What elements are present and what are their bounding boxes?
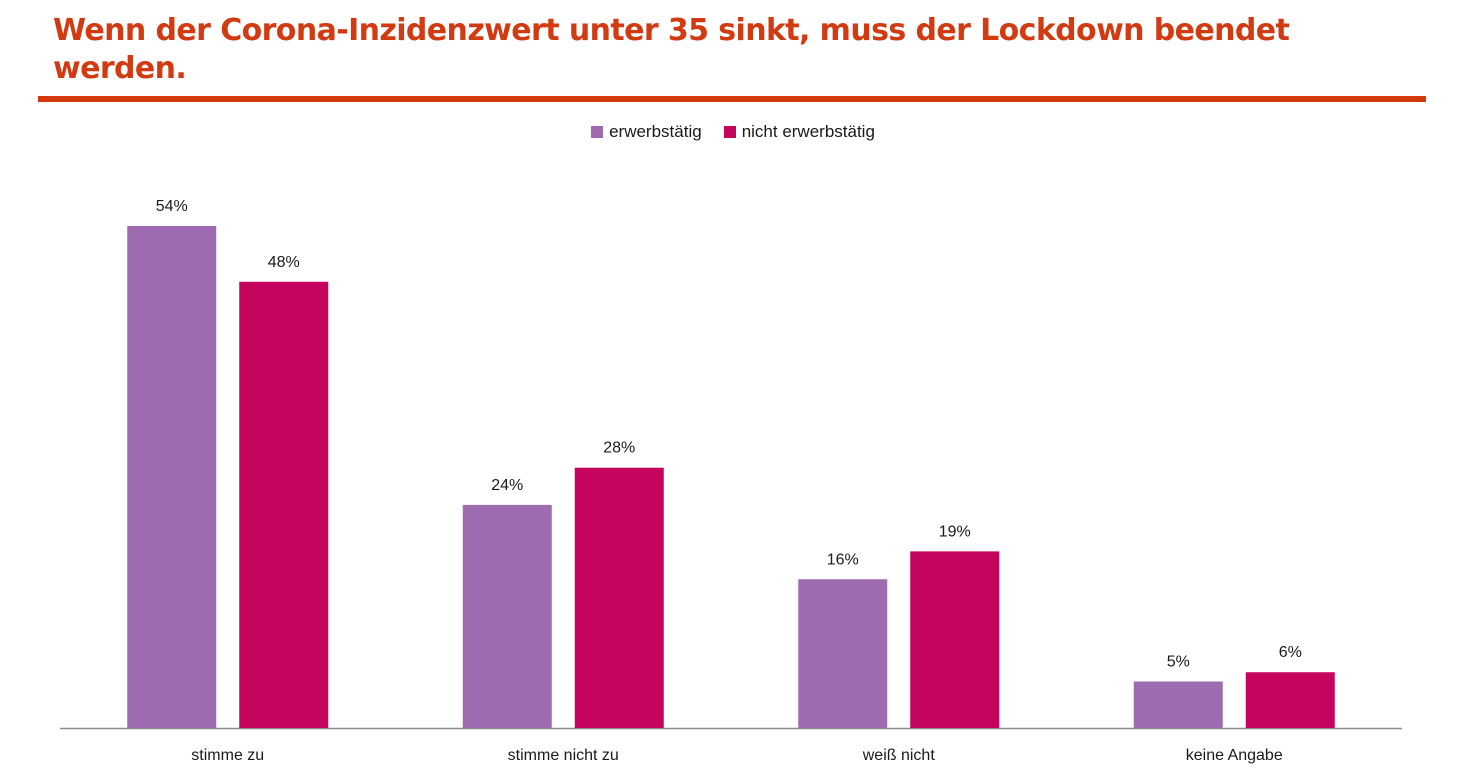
- bar-erwerbstaetig: [127, 226, 217, 728]
- legend-item-erwerbstaetig: erwerbstätig: [591, 122, 702, 142]
- data-label: 54%: [156, 198, 188, 215]
- legend-label: erwerbstätig: [609, 122, 702, 141]
- bar-nicht-erwerbstaetig: [239, 281, 329, 728]
- chart-title: Wenn der Corona-Inzidenzwert unter 35 si…: [53, 12, 1433, 88]
- data-label: 6%: [1279, 644, 1302, 661]
- title-line-2: werden.: [53, 51, 187, 86]
- legend-label: nicht erwerbstätig: [741, 122, 875, 141]
- legend-swatch: [723, 126, 736, 138]
- legend: erwerbstätig nicht erwerbstätig: [0, 122, 1458, 142]
- x-tick-label: weiß nicht: [862, 747, 936, 764]
- x-tick-label: stimme nicht zu: [508, 747, 619, 764]
- data-label: 24%: [491, 477, 523, 494]
- x-tick-label: keine Angabe: [1186, 747, 1283, 764]
- bar-erwerbstaetig: [462, 504, 552, 728]
- data-label: 28%: [603, 440, 635, 457]
- title-line-1: Wenn der Corona-Inzidenzwert unter 35 si…: [53, 13, 1290, 48]
- bar-nicht-erwerbstaetig: [574, 467, 664, 728]
- data-label: 48%: [268, 254, 300, 271]
- bar-nicht-erwerbstaetig: [910, 551, 1000, 728]
- legend-swatch: [591, 126, 604, 138]
- bar-erwerbstaetig: [1133, 681, 1223, 728]
- bar-erwerbstaetig: [798, 579, 888, 728]
- title-divider: [38, 96, 1426, 102]
- data-label: 5%: [1167, 654, 1190, 671]
- x-tick-label: stimme zu: [191, 747, 264, 764]
- legend-item-nicht-erwerbstaetig: nicht erwerbstätig: [723, 122, 875, 142]
- bar-nicht-erwerbstaetig: [1245, 672, 1335, 728]
- data-label: 16%: [827, 551, 859, 568]
- data-label: 19%: [939, 523, 971, 540]
